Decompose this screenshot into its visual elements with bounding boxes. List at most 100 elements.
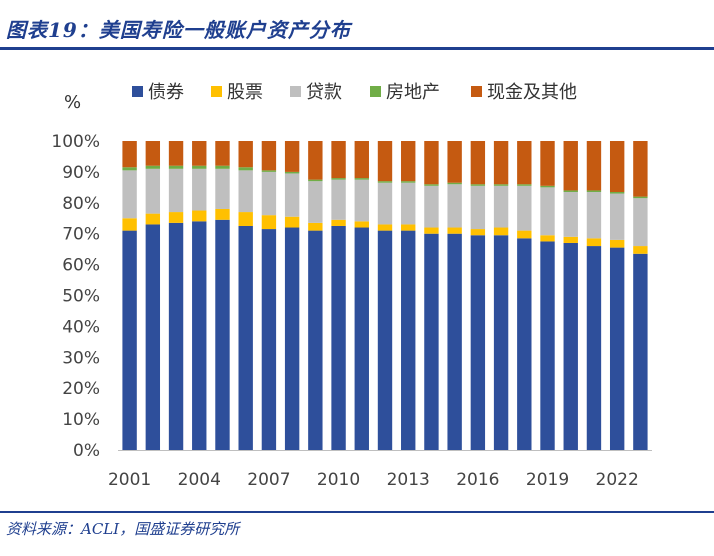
bar-segment <box>540 187 555 236</box>
bar-segment <box>563 190 578 192</box>
bar-segment <box>215 165 230 169</box>
bar-segment <box>261 141 277 171</box>
bar-segment <box>192 165 207 169</box>
bar-segment <box>145 165 161 169</box>
legend-swatch <box>211 86 222 97</box>
bar-segment <box>354 179 369 222</box>
bar-segment <box>122 141 137 168</box>
bar-segment <box>563 236 578 243</box>
x-axis-ticks: 2001 2004 2007 2010 2013 2016 2019 2022 <box>108 470 639 490</box>
bar-segment <box>331 225 346 450</box>
bar-segment <box>401 141 416 182</box>
bar-segment <box>284 216 300 228</box>
bar-segment <box>377 230 393 450</box>
bar-segment <box>261 229 277 450</box>
x-tick-label: 2022 <box>596 470 639 490</box>
bar-segment <box>377 181 393 183</box>
bar-segment <box>238 212 253 226</box>
bar-segment <box>261 215 277 230</box>
x-tick-label: 2013 <box>387 470 430 490</box>
legend-item: 现金及其他 <box>471 82 577 103</box>
bar-segment <box>238 167 253 171</box>
bar-segment <box>168 222 184 450</box>
bar-segment <box>215 208 230 220</box>
legend-swatch <box>471 86 482 97</box>
bar-segment <box>284 173 300 217</box>
bar-segment <box>192 210 207 222</box>
bar-segment <box>145 141 161 166</box>
bar-segment <box>609 239 625 248</box>
bar-segment <box>586 238 602 247</box>
bar-segment <box>331 219 346 226</box>
bar-segment <box>424 185 439 228</box>
bar-segment <box>470 235 486 450</box>
x-tick-label: 2010 <box>317 470 360 490</box>
bar-segment <box>284 171 300 174</box>
bar-segment <box>586 190 602 192</box>
bar-segment <box>238 141 253 168</box>
bar-segment <box>470 184 486 186</box>
footer-rule <box>0 511 714 513</box>
legend-swatch <box>132 86 143 97</box>
bar-segment <box>261 171 277 216</box>
bar-segment <box>377 141 393 182</box>
y-tick-label: 60% <box>62 256 100 276</box>
bar-segment <box>238 170 253 213</box>
legend-item: 房地产 <box>370 82 440 103</box>
bar-segment <box>215 219 230 450</box>
bar-segment <box>331 179 346 220</box>
bar-segment <box>540 185 555 188</box>
bar-segment <box>331 178 346 180</box>
legend-label: 房地产 <box>386 82 440 103</box>
bar-segment <box>447 184 462 228</box>
bar-segment <box>609 141 625 192</box>
bar-segment <box>609 191 625 194</box>
bar-segment <box>145 224 161 450</box>
bar-segment <box>493 227 509 236</box>
y-tick-label: 0% <box>73 441 100 461</box>
bar-segment <box>493 185 509 228</box>
bar-segment <box>215 168 230 209</box>
source-note: 资料来源：ACLI，国盛证券研究所 <box>6 520 240 538</box>
x-tick-label: 2019 <box>526 470 569 490</box>
legend-item: 股票 <box>211 82 263 103</box>
bar-segment <box>168 165 184 169</box>
bars <box>122 141 648 450</box>
bar-segment <box>331 141 346 179</box>
bar-segment <box>192 141 207 166</box>
legend-label: 债券 <box>148 82 184 103</box>
bar-segment <box>633 253 648 450</box>
bar-segment <box>563 242 578 450</box>
bar-segment <box>540 235 555 242</box>
bar-segment <box>447 233 462 450</box>
bar-segment <box>238 225 253 450</box>
bar-segment <box>586 191 602 239</box>
bar-segment <box>633 141 648 197</box>
bar-segment <box>424 227 439 234</box>
bar-segment <box>377 224 393 231</box>
bar-segment <box>284 227 300 450</box>
bar-segment <box>401 182 416 225</box>
bar-segment <box>633 198 648 247</box>
bar-segment <box>168 168 184 213</box>
x-tick-label: 2007 <box>247 470 290 490</box>
x-tick-label: 2001 <box>108 470 151 490</box>
bar-segment <box>308 181 323 223</box>
bar-segment <box>633 196 648 199</box>
legend: 债券 股票 贷款 房地产 现金及其他 <box>132 82 577 103</box>
bar-segment <box>540 141 555 186</box>
x-tick-label: 2004 <box>178 470 221 490</box>
bar-segment <box>168 212 184 223</box>
y-tick-label: 90% <box>62 163 100 183</box>
legend-label: 贷款 <box>306 82 342 103</box>
bar-segment <box>563 191 578 237</box>
bar-segment <box>308 230 323 450</box>
bar-segment <box>563 141 578 191</box>
bar-segment <box>517 184 532 186</box>
bar-segment <box>470 185 486 230</box>
chart-title: 图表19：美国寿险一般账户资产分布 <box>6 18 351 42</box>
y-axis-ticks: 0% 10% 20% 30% 40% 50% 60% 70% 80% 90% 100% <box>51 132 100 461</box>
bar-segment <box>517 238 532 450</box>
bar-segment <box>354 178 369 180</box>
bar-segment <box>517 141 532 185</box>
